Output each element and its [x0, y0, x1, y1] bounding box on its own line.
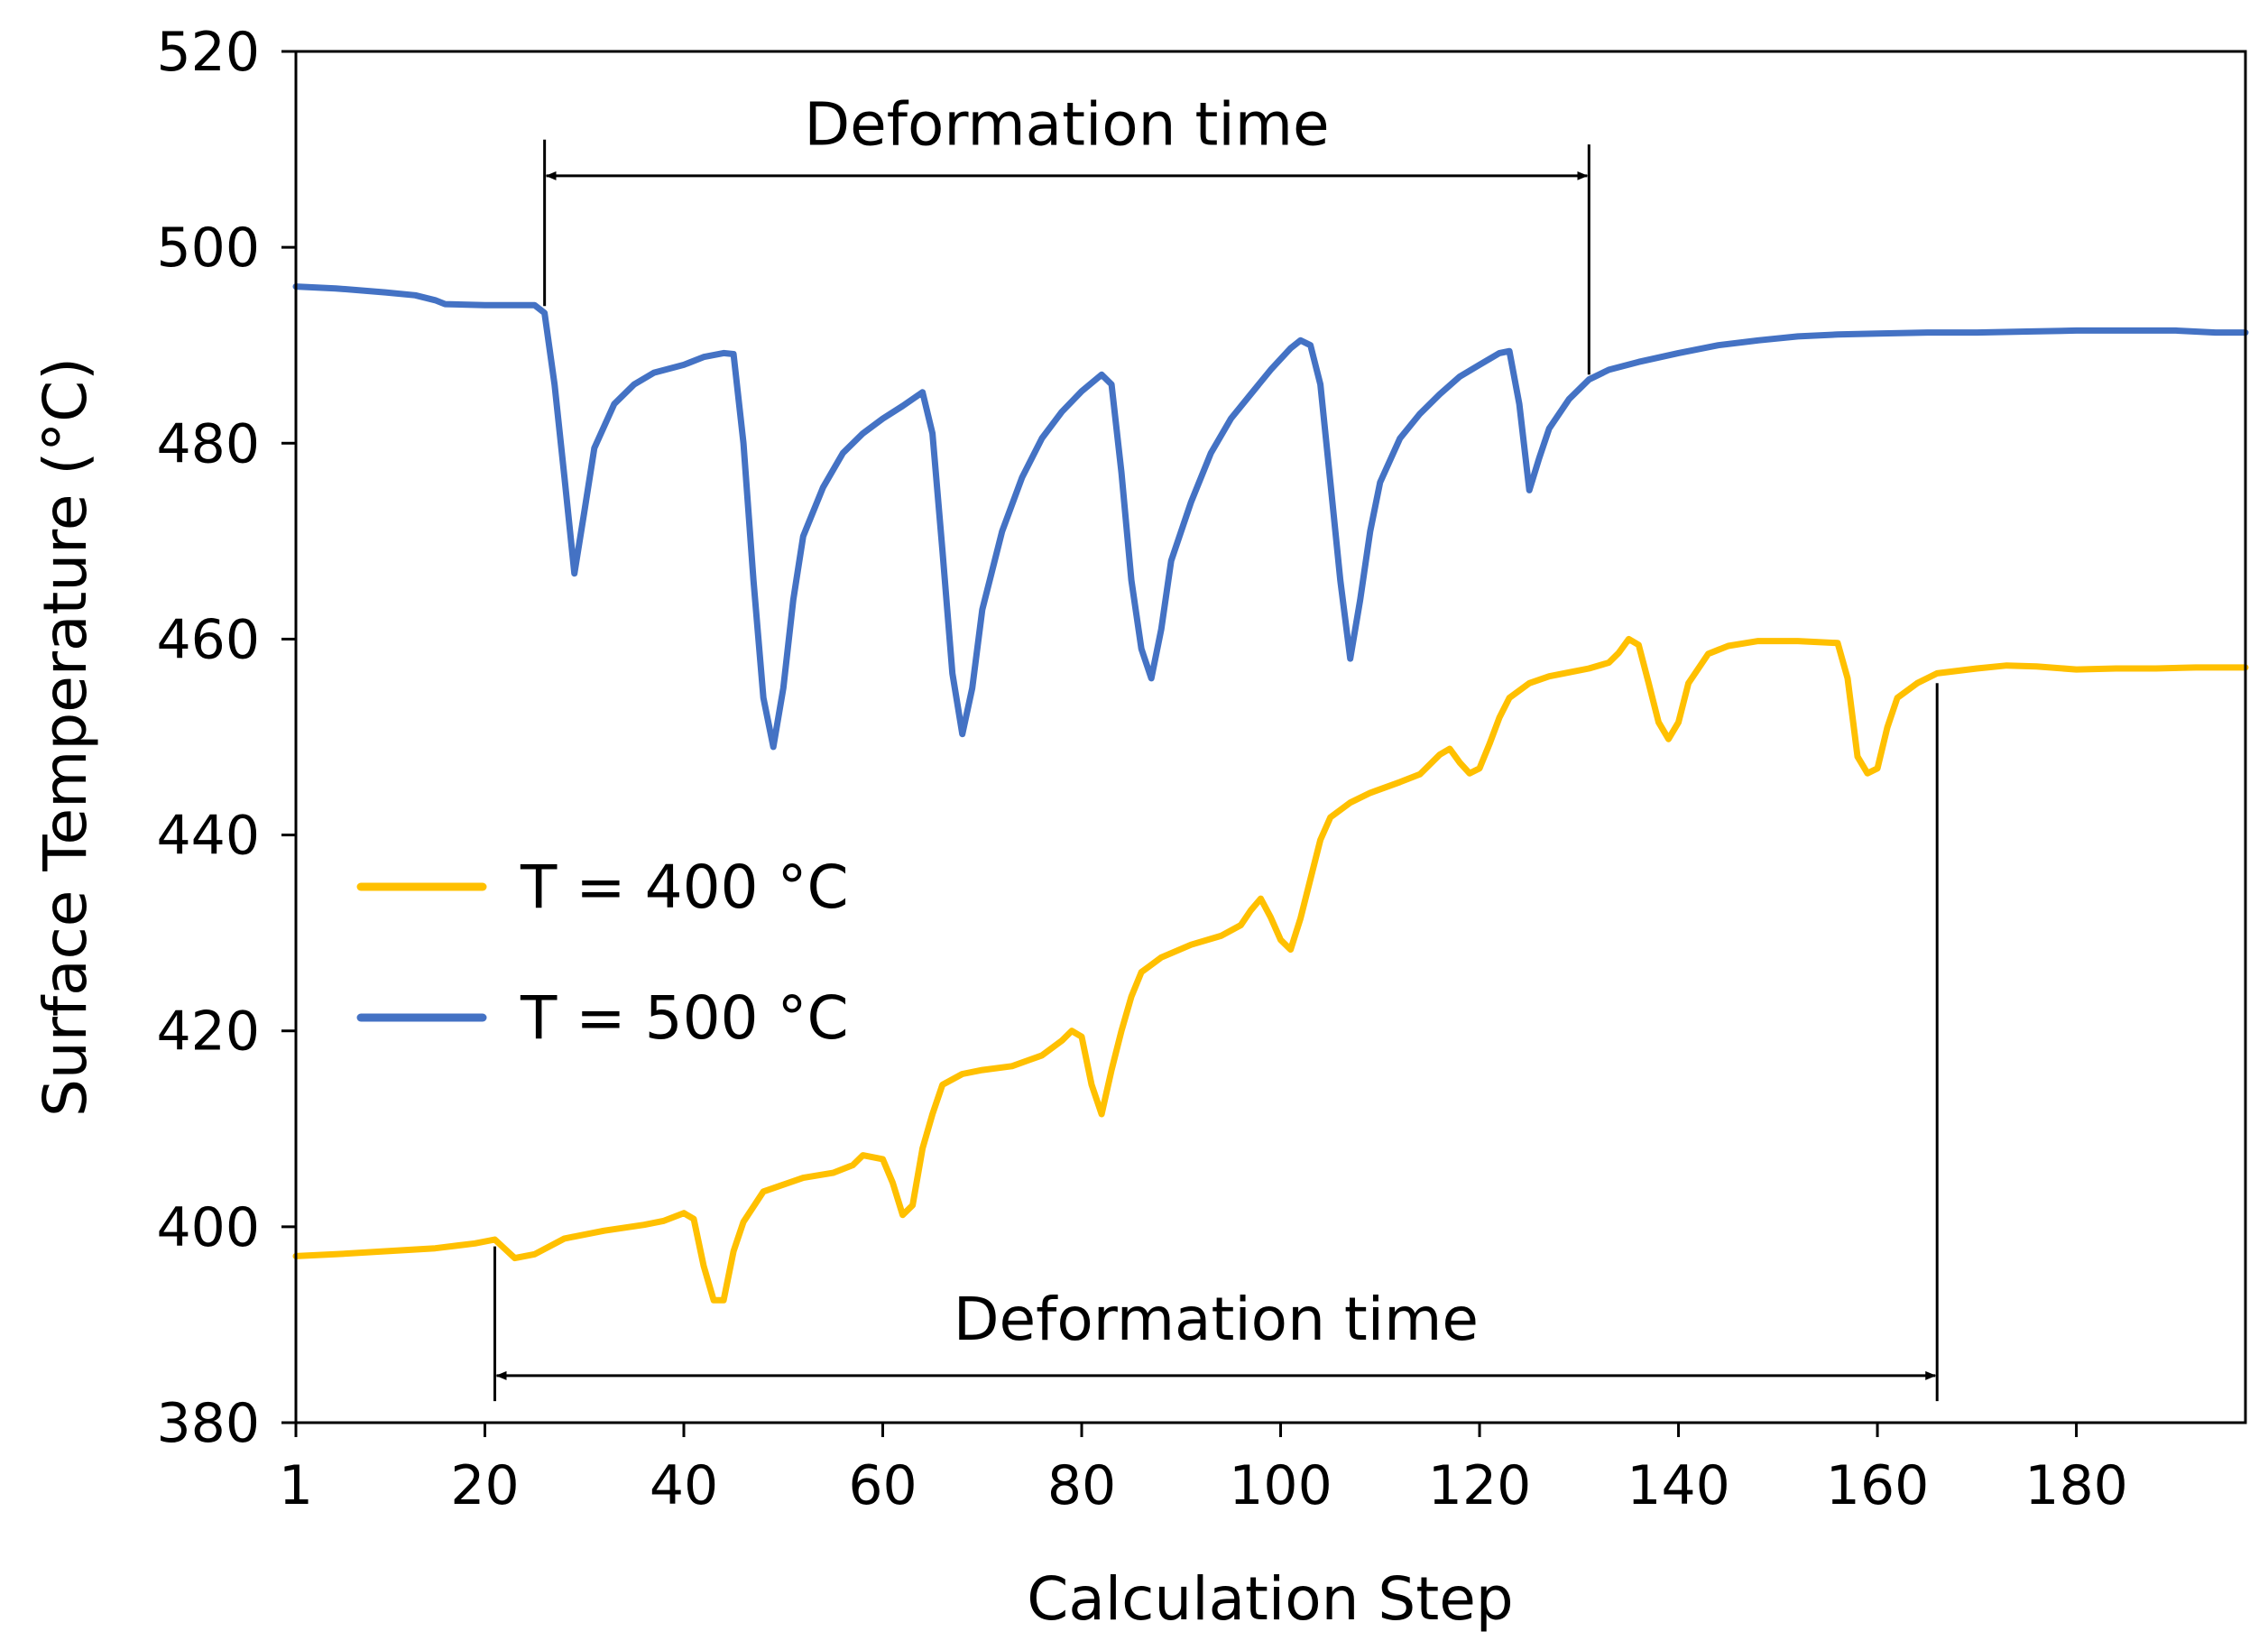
legend-label-500: T = 500 °C: [520, 983, 849, 1053]
annotation-label-1: Deformation time: [954, 1285, 1479, 1354]
legend: T = 400 °C T = 500 °C: [356, 853, 849, 1053]
series-line-1: [292, 283, 2249, 751]
annotation-label-0: Deformation time: [804, 89, 1329, 159]
x-axis-title: Calculation Step: [1027, 1564, 1513, 1634]
x-tick-label-4: 80: [1047, 1454, 1116, 1517]
x-ticks: 1 20 40 60 80 100 120 140 160 180: [279, 1423, 2128, 1517]
y-tick-label-3: 440: [156, 805, 260, 868]
x-tick-label-8: 160: [1826, 1454, 1930, 1517]
x-tick-label-1: 20: [450, 1454, 519, 1517]
series-layer: [292, 283, 2249, 1304]
annotation-layer: Deformation time Deformation time: [493, 89, 1939, 1402]
axes-layer: 1 20 40 60 80 100 120 140 160 180 380400420440460…: [31, 21, 2247, 1634]
series-line-0: [292, 635, 2249, 1304]
y-tick-label-4: 460: [156, 608, 260, 671]
x-tick-label-2: 40: [650, 1454, 718, 1517]
x-tick-label-9: 180: [2024, 1454, 2128, 1517]
y-tick-label-7: 520: [156, 21, 260, 84]
x-tick-label-3: 60: [848, 1454, 917, 1517]
y-tick-label-2: 420: [156, 1000, 260, 1064]
y-tick-label-6: 500: [156, 217, 260, 280]
y-tick-label-1: 400: [156, 1196, 260, 1259]
y-axis-title: Surface Temperature (°C): [31, 357, 100, 1117]
x-tick-label-0: 1: [279, 1454, 313, 1517]
x-tick-label-7: 140: [1627, 1454, 1730, 1517]
y-ticks: 380 400 420 440 460 480 500 520: [156, 21, 296, 1455]
y-tick-label-5: 480: [156, 412, 260, 475]
legend-label-400: T = 400 °C: [520, 853, 849, 922]
x-tick-label-5: 100: [1229, 1454, 1332, 1517]
y-tick-label-0: 380: [156, 1392, 260, 1455]
x-tick-label-6: 120: [1428, 1454, 1532, 1517]
plot-frame: [294, 50, 2247, 1424]
